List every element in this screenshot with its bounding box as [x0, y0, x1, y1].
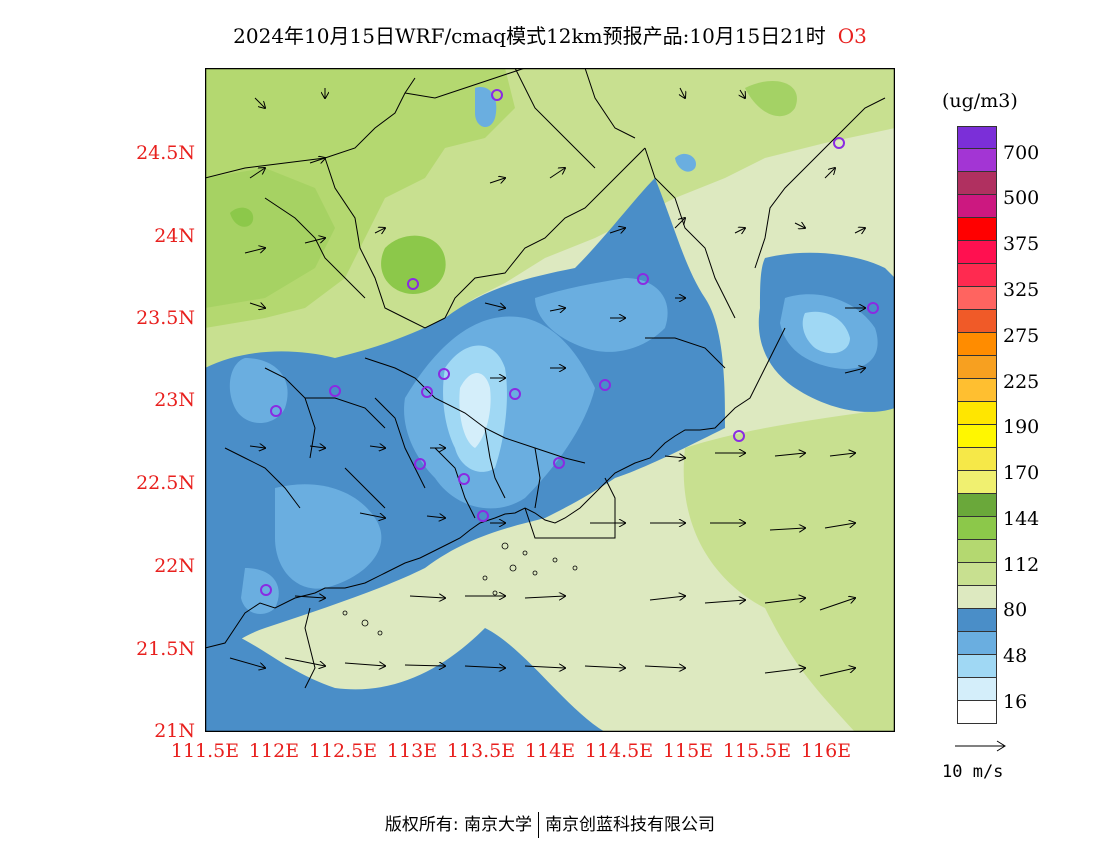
- lat-label: 22N: [154, 555, 195, 577]
- colorbar-swatch: [957, 195, 997, 218]
- colorbar-label: 700: [1003, 142, 1040, 164]
- wind-reference-label: 10 m/s: [942, 762, 1004, 782]
- copyright-left: 版权所有: 南京大学: [384, 815, 533, 835]
- lon-label: 115E: [662, 740, 714, 762]
- title-text: 2024年10月15日WRF/cmaq模式12km预报产品:10月15日21时: [233, 24, 826, 48]
- field-112: [205, 68, 515, 328]
- colorbar-swatch: [957, 218, 997, 241]
- lat-label: 23.5N: [136, 307, 195, 329]
- colorbar-swatch: [957, 632, 997, 655]
- lon-label: 113E: [386, 740, 438, 762]
- lat-label: 22.5N: [136, 472, 195, 494]
- lat-label: 24.5N: [136, 142, 195, 164]
- lon-label: 114.5E: [584, 740, 654, 762]
- copyright-right: 南京创蓝科技有限公司: [545, 815, 716, 835]
- colorbar-swatch: [957, 448, 997, 471]
- field-112-east: [683, 408, 895, 732]
- species-label: O3: [837, 24, 867, 48]
- lon-label: 111.5E: [170, 740, 240, 762]
- colorbar-swatch: [957, 563, 997, 586]
- map-title: 2024年10月15日WRF/cmaq模式12km预报产品:10月15日21时 O…: [0, 20, 1100, 49]
- colorbar-label: 325: [1003, 279, 1040, 301]
- colorbar-swatch: [957, 310, 997, 333]
- coastline-borders: [205, 68, 886, 689]
- colorbar-label: 112: [1003, 554, 1040, 576]
- colorbar-swatch: [957, 333, 997, 356]
- lat-label: 21N: [154, 720, 195, 742]
- lon-label: 115.5E: [722, 740, 792, 762]
- colorbar-label: 80: [1003, 599, 1028, 621]
- colorbar-swatch: [957, 264, 997, 287]
- colorbar-swatch: [957, 241, 997, 264]
- colorbar-swatch: [957, 517, 997, 540]
- colorbar-swatch: [957, 149, 997, 172]
- colorbar-swatch: [957, 356, 997, 379]
- wind-reference-arrow: [953, 738, 1009, 757]
- colorbar-swatch: [957, 287, 997, 310]
- field-48-sw: [275, 484, 382, 589]
- lat-label: 23N: [154, 389, 195, 411]
- colorbar-unit: (ug/m3): [942, 90, 1018, 112]
- colorbar-label: 144: [1003, 508, 1040, 530]
- colorbar-swatch: [957, 494, 997, 517]
- colorbar: [957, 126, 997, 724]
- colorbar-label: 225: [1003, 371, 1040, 393]
- colorbar-swatch: [957, 701, 997, 724]
- colorbar-swatch: [957, 655, 997, 678]
- colorbar-label: 275: [1003, 325, 1040, 347]
- copyright-footer: 版权所有: 南京大学 南京创蓝科技有限公司: [0, 810, 1100, 838]
- colorbar-swatch: [957, 586, 997, 609]
- colorbar-swatch: [957, 172, 997, 195]
- map-frame: [205, 68, 895, 732]
- field-144-patch3: [745, 80, 797, 117]
- field-16-core: [459, 373, 491, 448]
- colorbar-label: 16: [1003, 691, 1028, 713]
- field-144-patch: [381, 235, 446, 294]
- colorbar-label: 48: [1003, 645, 1028, 667]
- field-144-patch2: [230, 207, 254, 227]
- colorbar-label: 500: [1003, 187, 1040, 209]
- colorbar-swatch: [957, 126, 997, 149]
- field-144-low: [205, 168, 335, 308]
- colorbar-swatch: [957, 471, 997, 494]
- colorbar-label: 170: [1003, 462, 1040, 484]
- lat-label: 24N: [154, 225, 195, 247]
- lon-label: 116E: [800, 740, 852, 762]
- colorbar-swatch: [957, 540, 997, 563]
- lon-label: 112.5E: [308, 740, 378, 762]
- colorbar-swatch: [957, 678, 997, 701]
- lon-label: 113.5E: [446, 740, 516, 762]
- colorbar-swatch: [957, 609, 997, 632]
- colorbar-swatch: [957, 425, 997, 448]
- wind-vectors: [229, 87, 865, 677]
- footer-divider: [538, 812, 540, 838]
- o3-concentration-map[interactable]: [205, 68, 895, 732]
- colorbar-label: 375: [1003, 233, 1040, 255]
- lon-label: 112E: [248, 740, 300, 762]
- lon-label: 114E: [524, 740, 576, 762]
- colorbar-label: 190: [1003, 416, 1040, 438]
- lat-label: 21.5N: [136, 638, 195, 660]
- station-markers: [260, 89, 879, 596]
- colorbar-swatch: [957, 379, 997, 402]
- colorbar-swatch: [957, 402, 997, 425]
- field-48-80-coast: [205, 628, 605, 732]
- field-48-n: [475, 87, 497, 128]
